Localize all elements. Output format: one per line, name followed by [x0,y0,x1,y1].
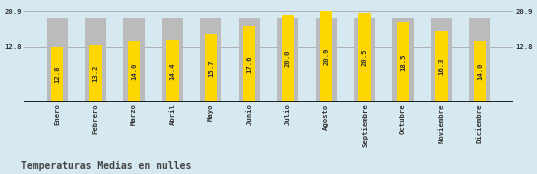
Bar [124,18,144,102]
Text: 18.5: 18.5 [400,53,406,71]
Bar [47,18,68,102]
Bar [435,31,447,102]
Bar [281,15,294,102]
Bar [316,18,337,102]
Bar [200,18,221,102]
Text: 20.0: 20.0 [285,50,291,68]
Text: 20.9: 20.9 [323,48,329,65]
Text: 14.0: 14.0 [477,63,483,80]
Bar [205,34,217,102]
Bar [277,18,298,102]
Text: 16.3: 16.3 [438,58,445,76]
Text: 13.2: 13.2 [92,65,99,82]
Bar [162,18,183,102]
Bar [431,18,452,102]
Bar [128,41,140,102]
Bar [354,18,375,102]
Bar [474,41,486,102]
Bar [166,40,179,102]
Bar [358,13,371,102]
Text: 20.5: 20.5 [361,49,367,66]
Bar [393,18,413,102]
Bar [239,18,260,102]
Text: 14.0: 14.0 [131,63,137,80]
Bar [320,11,332,102]
Bar [90,45,102,102]
Bar [243,26,256,102]
Text: Temperaturas Medias en nulles: Temperaturas Medias en nulles [21,160,192,171]
Bar [397,22,409,102]
Text: 15.7: 15.7 [208,59,214,77]
Bar [469,18,490,102]
Bar [85,18,106,102]
Text: 14.4: 14.4 [170,62,176,80]
Text: 12.8: 12.8 [54,66,60,83]
Bar [51,47,63,102]
Text: 17.6: 17.6 [246,55,252,73]
